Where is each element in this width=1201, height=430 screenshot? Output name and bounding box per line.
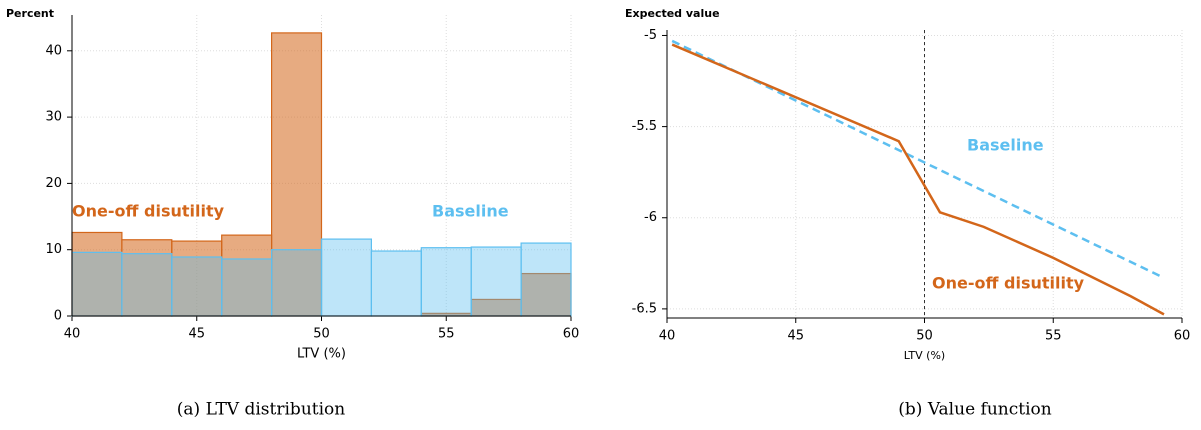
y-axis-title: Percent: [6, 7, 54, 20]
y-tick-label: 30: [45, 110, 62, 125]
bar: [370, 250, 422, 317]
bar: [520, 272, 572, 317]
bar: [520, 242, 572, 317]
x-tick-label: 55: [1045, 329, 1062, 344]
x-tick-label: 60: [563, 327, 580, 342]
x-axis-title: LTV (%): [904, 349, 945, 362]
y-tick-label: -5.5: [632, 119, 657, 134]
x-tick-label: 55: [438, 327, 455, 342]
y-tick-label: -6.5: [632, 301, 657, 316]
x-axis-title: LTV (%): [297, 347, 346, 362]
y-tick-label: 40: [45, 43, 62, 58]
caption: (a) LTV distribution: [177, 400, 345, 420]
y-axis-title: Expected value: [625, 7, 720, 20]
x-tick-label: 50: [313, 327, 330, 342]
x-tick-label: 60: [1174, 329, 1191, 344]
bar: [470, 246, 522, 317]
bar: [171, 256, 223, 317]
series-label: Baseline: [967, 136, 1044, 155]
bar: [71, 251, 123, 317]
series-label: One-off disutility: [932, 274, 1085, 293]
y-tick-label: 10: [45, 242, 62, 257]
bar: [320, 238, 373, 317]
series-label: Baseline: [432, 202, 509, 221]
y-tick-label: 20: [45, 176, 62, 191]
y-tick-label: -5: [644, 28, 657, 43]
x-tick-label: 45: [188, 327, 205, 342]
line: [671, 43, 1165, 316]
bar: [271, 249, 323, 317]
bar: [221, 258, 273, 317]
y-tick-label: -6: [644, 210, 657, 225]
x-tick-label: 40: [659, 329, 676, 344]
series-label: One-off disutility: [72, 202, 225, 221]
x-tick-label: 50: [916, 329, 933, 344]
x-tick-label: 45: [787, 329, 804, 344]
bar: [271, 32, 323, 317]
x-tick-label: 40: [64, 327, 81, 342]
y-tick-label: 0: [54, 309, 62, 324]
bar: [121, 253, 173, 317]
caption: (b) Value function: [898, 400, 1051, 420]
bar: [420, 247, 472, 317]
